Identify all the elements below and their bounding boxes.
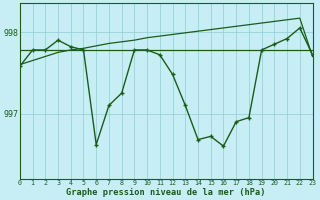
X-axis label: Graphe pression niveau de la mer (hPa): Graphe pression niveau de la mer (hPa) (67, 188, 266, 197)
